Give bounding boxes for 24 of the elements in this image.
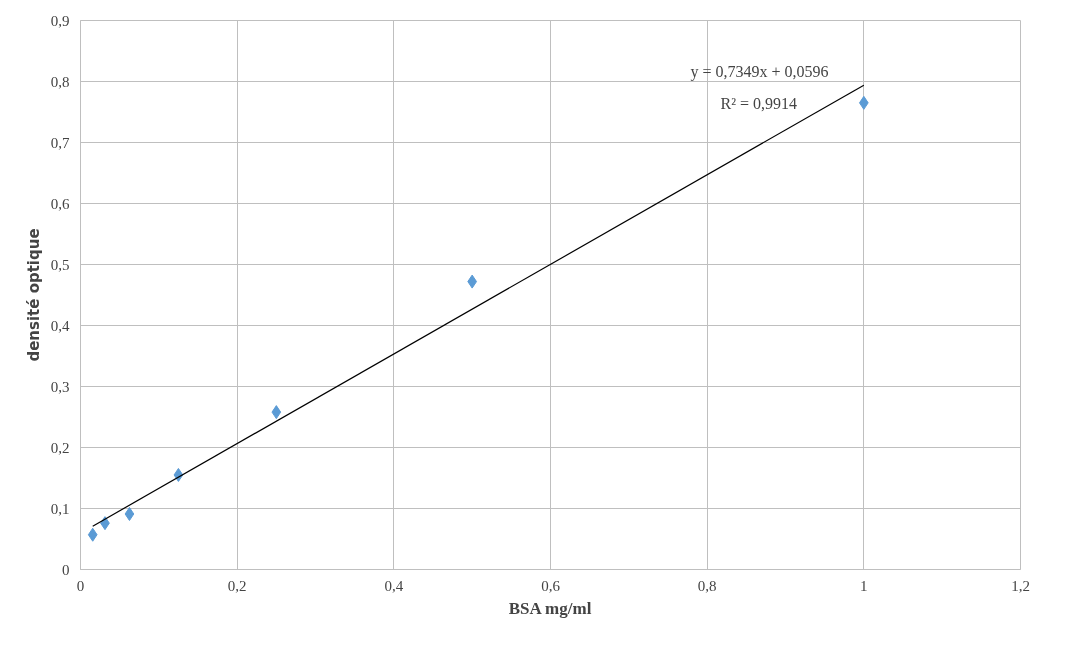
y-tick-label: 0,5 (50, 256, 70, 273)
y-tick-label: 0,3 (50, 378, 70, 395)
y-tick-label: 0,1 (50, 500, 70, 517)
x-tick-label: 1 (860, 577, 868, 594)
x-tick-label: 1,2 (1011, 577, 1030, 594)
y-tick-label: 0 (62, 561, 70, 578)
point (87, 527, 98, 542)
y-tick-label: 0,7 (50, 134, 70, 151)
y-tick-label: 0,2 (50, 439, 70, 456)
x-tick-label: 0,8 (697, 577, 717, 594)
y-tick-label: 0,4 (50, 317, 70, 334)
y-tick-label: 0,9 (50, 12, 70, 29)
x-tick-label: 0,4 (384, 577, 404, 594)
annotation: y = 0,7349x + 0,0596 (690, 62, 829, 81)
x-tick-label: 0,6 (541, 577, 561, 594)
y-axis-title: densité optique (24, 228, 43, 362)
x-axis-title: BSA mg/ml (508, 598, 592, 618)
y-tick-label: 0,6 (50, 195, 70, 212)
point (271, 405, 282, 420)
x-tick-label: 0,2 (227, 577, 247, 594)
annotation: R² = 0,9914 (720, 94, 797, 112)
point (124, 506, 135, 521)
y-tick-label: 0,8 (50, 73, 70, 90)
x-tick-label: 0 (76, 577, 85, 594)
